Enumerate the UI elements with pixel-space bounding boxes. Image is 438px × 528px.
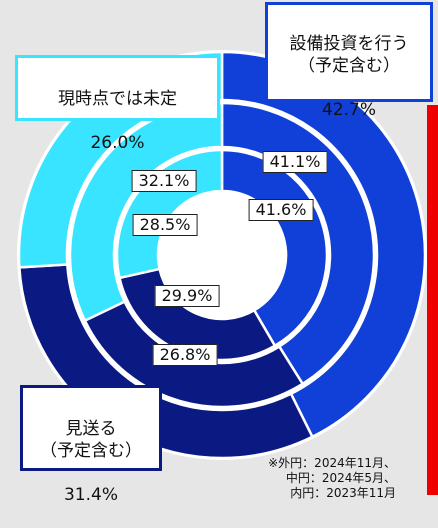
value-label: 26.0%	[90, 133, 145, 153]
value-label: 41.1%	[262, 151, 328, 173]
donut-segment	[220, 50, 427, 439]
category-label: 現時点では未定	[58, 89, 177, 109]
value-label: 42.7%	[321, 100, 376, 120]
value-label: 41.6%	[248, 199, 314, 221]
value-label: 29.9%	[154, 285, 220, 307]
value-label: 31.4%	[63, 485, 118, 505]
red-bar	[427, 105, 438, 495]
legend-box: 見送る （予定含む） 31.4%	[20, 385, 162, 505]
legend-box: 設備投資を行う （予定含む） 42.7%	[265, 2, 433, 120]
value-label: 26.8%	[152, 344, 218, 366]
category-label: 見送る （予定含む）	[40, 419, 142, 461]
value-label: 32.1%	[131, 170, 197, 192]
note-line: ※外円：2024年11月、	[268, 456, 396, 470]
value-label: 28.5%	[132, 214, 198, 236]
note: ※外円：2024年11月、 中円：2024年5月、 内円：2023年11月	[206, 456, 396, 501]
chart: 設備投資を行う （予定含む） 42.7% 現時点では未定 26.0% 見送る （…	[15, 2, 438, 505]
note-line: 内円：2023年11月	[290, 486, 396, 500]
legend-box: 現時点では未定 26.0%	[15, 55, 220, 153]
note-line: 中円：2024年5月、	[285, 471, 396, 485]
donut-segment	[68, 101, 224, 323]
donut-segment	[220, 101, 376, 386]
category-label: 設備投資を行う （予定含む）	[289, 34, 409, 76]
